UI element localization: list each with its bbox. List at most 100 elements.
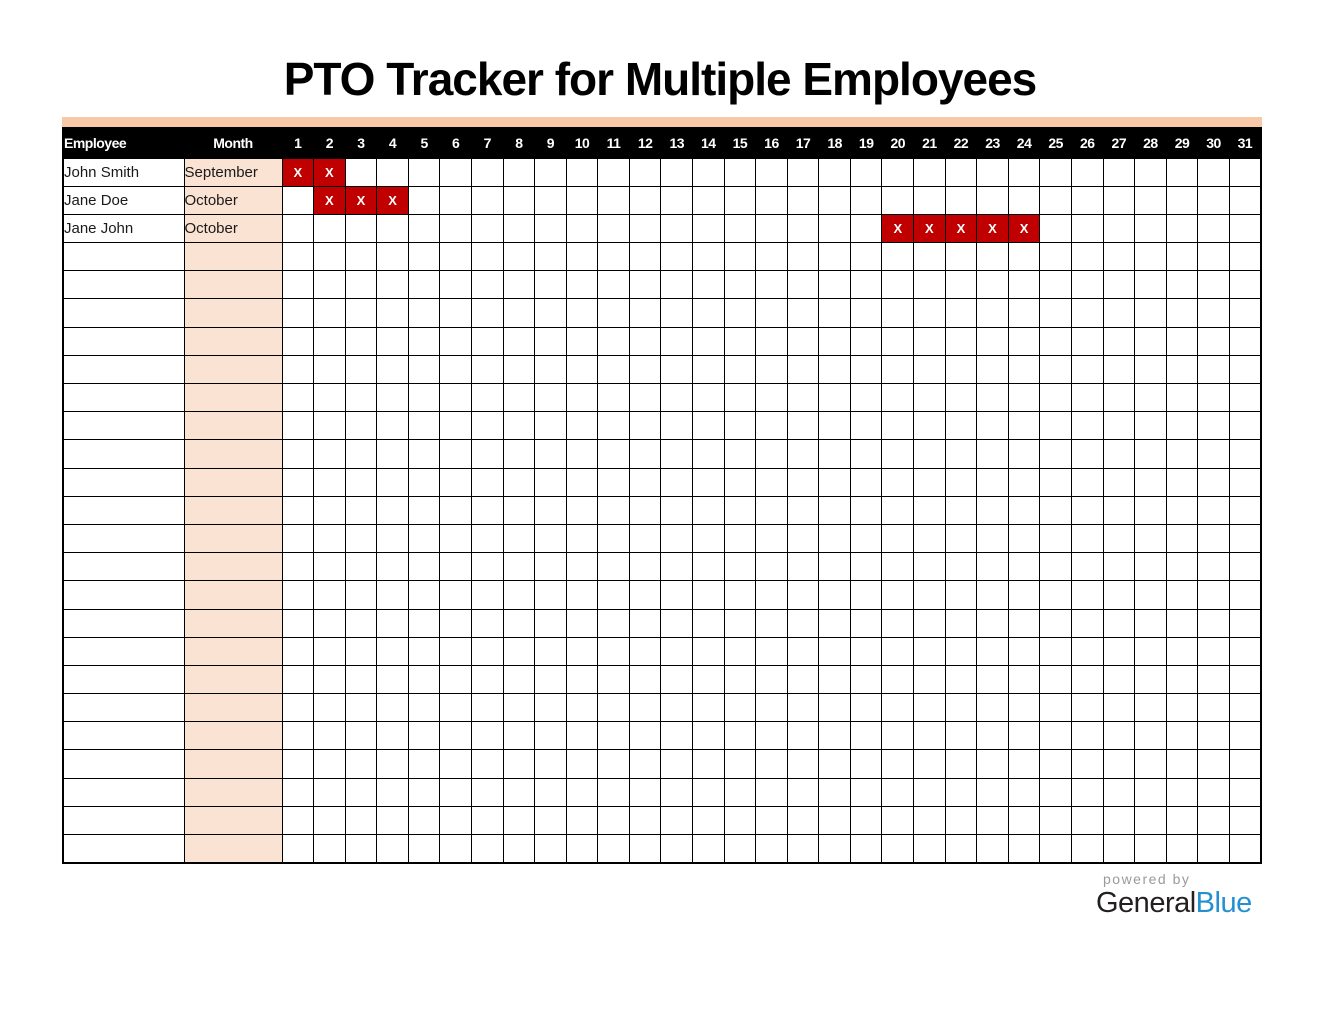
day-cell: [1165, 552, 1199, 582]
day-cell: [881, 439, 915, 469]
day-cell: [1165, 721, 1199, 751]
day-cell: [1134, 495, 1167, 525]
day-cell: [849, 326, 883, 356]
table-row: [62, 833, 1262, 864]
day-cell: [407, 439, 441, 469]
table-row: [62, 749, 1262, 779]
day-cell: [755, 664, 788, 695]
day-cell: [881, 298, 915, 328]
pto-marked-cell: X: [344, 185, 378, 215]
day-cell: [881, 411, 915, 441]
employee-cell: [62, 354, 185, 385]
powered-by-label: powered by: [1103, 871, 1191, 887]
day-cell: [407, 721, 441, 751]
day-cell: [281, 749, 315, 779]
day-cell: [565, 495, 599, 525]
day-cell: [692, 298, 725, 328]
day-cell: [913, 664, 946, 695]
day-cell: [944, 523, 978, 554]
day-cell: [344, 495, 378, 525]
day-cell: [786, 608, 820, 638]
day-cell: [755, 777, 788, 807]
day-cell: [660, 833, 694, 864]
day-cell: [628, 185, 662, 215]
day-cell: [786, 580, 820, 610]
day-cell: [407, 608, 441, 638]
day-cell: [407, 833, 441, 864]
month-cell: [183, 326, 283, 356]
day-cell: [565, 382, 599, 413]
day-cell: [1007, 298, 1041, 328]
day-cell: [913, 495, 946, 525]
day-cell: [628, 805, 662, 836]
day-cell: [1228, 270, 1262, 300]
day-cell: [281, 721, 315, 751]
day-cell: [1039, 382, 1072, 413]
day-cell: [281, 777, 315, 807]
day-cell: [1102, 411, 1136, 441]
day-cell: [1039, 805, 1072, 836]
day-cell: [407, 270, 441, 300]
table-row: Jane Doe October X X X: [62, 185, 1262, 215]
day-cell: [1197, 185, 1230, 215]
day-cell: [1165, 185, 1199, 215]
day-cell: [660, 185, 694, 215]
day-cell: [1197, 439, 1230, 469]
day-cell: [660, 326, 694, 356]
day-cell: [470, 185, 504, 215]
day-cell: [1134, 777, 1167, 807]
day-cell: [407, 467, 441, 497]
employee-cell: [62, 326, 185, 356]
day-cell: [786, 185, 820, 215]
day-cell: [976, 326, 1009, 356]
day-cell: [692, 270, 725, 300]
day-cell: [565, 777, 599, 807]
day-cell: [534, 354, 567, 385]
day-cell: [439, 833, 472, 864]
day-cell: [281, 213, 315, 244]
day-cell: [786, 636, 820, 666]
day-cell: [1165, 523, 1199, 554]
day-cell: [470, 833, 504, 864]
day-cell: [502, 298, 536, 328]
day-cell: [1007, 242, 1041, 272]
day-cell: [913, 326, 946, 356]
day-cell: [534, 439, 567, 469]
day-cell: [660, 495, 694, 525]
day-cell: [1134, 439, 1167, 469]
day-cell: [344, 298, 378, 328]
day-cell: [1228, 721, 1262, 751]
day-cell: [439, 552, 472, 582]
day-cell: [534, 552, 567, 582]
day-cell: [1102, 693, 1136, 723]
day-cell: [502, 382, 536, 413]
day-cell: [281, 664, 315, 695]
day-cell: [1007, 270, 1041, 300]
employee-column-header: Employee: [62, 127, 185, 159]
day-cell: [692, 354, 725, 385]
day-header-9: 9: [534, 127, 567, 159]
day-cell: [281, 298, 315, 328]
day-cell: [1102, 749, 1136, 779]
day-cell: [976, 749, 1009, 779]
day-cell: [597, 382, 630, 413]
day-cell: [1228, 326, 1262, 356]
day-cell: [439, 721, 472, 751]
day-cell: [1070, 326, 1104, 356]
day-cell: [376, 213, 409, 244]
day-cell: [723, 523, 757, 554]
day-cell: [913, 298, 946, 328]
pto-tracker-table-wrapper: Employee Month 1 2 3 4 5 6 7 8 9 10 11 12 13 14 15 16 17…: [62, 117, 1262, 864]
day-cell: [1165, 411, 1199, 441]
month-cell: October: [183, 213, 283, 244]
table-body: John Smith September X X Jane Doe October X X X J…: [62, 157, 1262, 864]
day-cell: [470, 242, 504, 272]
day-cell: [1197, 495, 1230, 525]
day-cell: [1228, 439, 1262, 469]
day-cell: [976, 552, 1009, 582]
day-cell: [376, 495, 409, 525]
day-cell: [818, 213, 851, 244]
day-cell: [786, 693, 820, 723]
day-cell: [1070, 213, 1104, 244]
day-header-11: 11: [597, 127, 630, 159]
